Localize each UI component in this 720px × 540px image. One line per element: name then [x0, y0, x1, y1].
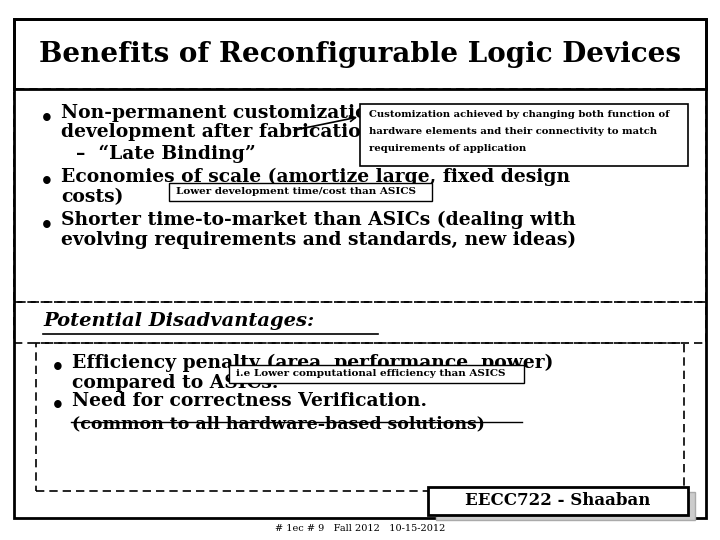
Text: Customization achieved by changing both function of: Customization achieved by changing both …	[369, 110, 669, 119]
Bar	[36, 343, 684, 491]
Bar	[169, 183, 432, 201]
Text: •: •	[50, 357, 64, 380]
Text: evolving requirements and standards, new ideas): evolving requirements and standards, new…	[61, 231, 576, 249]
Text: –  “Late Binding”: – “Late Binding”	[76, 144, 256, 163]
Text: Need for correctness Verification.: Need for correctness Verification.	[72, 392, 427, 410]
Bar	[428, 487, 688, 515]
Bar	[360, 104, 688, 166]
Text: Efficiency penalty (area, performance, power): Efficiency penalty (area, performance, p…	[72, 354, 554, 373]
Text: •: •	[40, 108, 53, 130]
Text: Potential Disadvantages:: Potential Disadvantages:	[43, 312, 315, 330]
Text: Lower development time/cost than ASICS: Lower development time/cost than ASICS	[176, 187, 416, 197]
Text: # 1ec # 9   Fall 2012   10-15-2012: # 1ec # 9 Fall 2012 10-15-2012	[275, 524, 445, 532]
Text: Benefits of Reconfigurable Logic Devices: Benefits of Reconfigurable Logic Devices	[39, 40, 681, 68]
Text: compared to ASICs.: compared to ASICs.	[72, 374, 279, 392]
Text: i.e Lower computational efficiency than ASICS: i.e Lower computational efficiency than …	[236, 369, 505, 379]
Text: Shorter time-to-market than ASICs (dealing with: Shorter time-to-market than ASICs (deali…	[61, 211, 576, 229]
Bar	[229, 365, 524, 383]
Text: •: •	[40, 215, 53, 237]
Bar	[436, 492, 695, 520]
Bar	[14, 19, 706, 89]
Text: development after fabrication: development after fabrication	[61, 123, 374, 141]
Bar	[14, 89, 706, 302]
Bar	[14, 302, 706, 343]
Text: •: •	[40, 171, 53, 193]
Text: (common to all hardware-based solutions): (common to all hardware-based solutions)	[72, 416, 485, 433]
Text: •: •	[50, 395, 64, 417]
Text: costs): costs)	[61, 188, 124, 206]
Text: Non-permanent customization and application: Non-permanent customization and applicat…	[61, 104, 551, 122]
Text: requirements of application: requirements of application	[369, 144, 526, 153]
Text: EECC722 - Shaaban: EECC722 - Shaaban	[465, 492, 651, 509]
Text: Economies of scale (amortize large, fixed design: Economies of scale (amortize large, fixe…	[61, 167, 570, 186]
Text: hardware elements and their connectivity to match: hardware elements and their connectivity…	[369, 127, 657, 136]
